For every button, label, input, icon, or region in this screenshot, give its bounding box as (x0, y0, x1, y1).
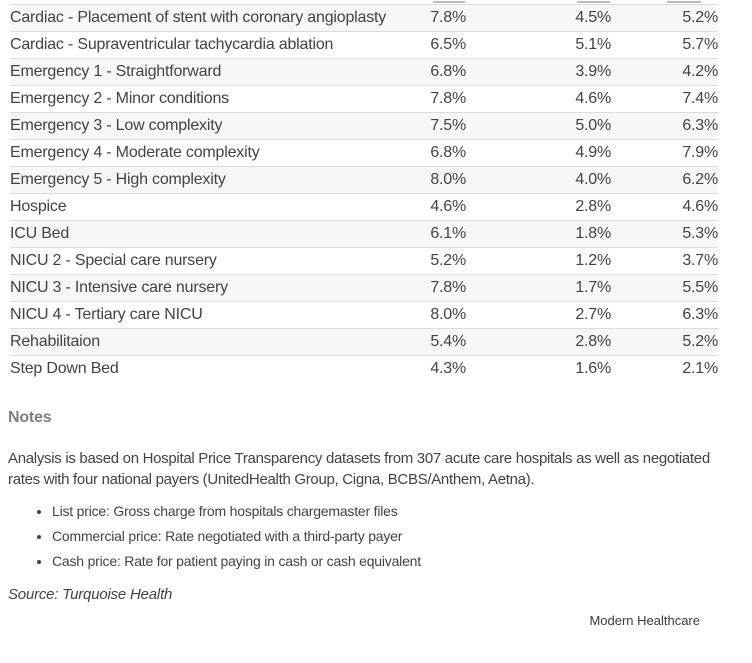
table-row: Emergency 4 - Moderate complexity 6.8% 4… (10, 139, 718, 167)
row-label: Hospice (10, 198, 67, 215)
table-row: Emergency 3 - Low complexity 7.5% 5.0% 6… (10, 112, 718, 140)
notes-paragraph: Analysis is based on Hospital Price Tran… (8, 450, 710, 488)
table-row: Emergency 2 - Minor conditions 7.8% 4.6%… (10, 85, 718, 113)
table-row: ICU Bed 6.1% 1.8% 5.3% (10, 220, 718, 248)
price-variation-table: Cardiac - Placement of stent with corona… (10, 5, 718, 382)
list-item: Commercial price: Rate negotiated with a… (52, 528, 752, 545)
table-row: Emergency 5 - High complexity 8.0% 4.0% … (10, 166, 718, 194)
value-cell: 3.9% (575, 63, 611, 80)
row-label: Emergency 4 - Moderate complexity (10, 144, 260, 161)
table-row: Emergency 1 - Straightforward 6.8% 3.9% … (10, 58, 718, 86)
value-cell: 4.2% (682, 63, 718, 80)
table-row: Cardiac - Placement of stent with corona… (10, 5, 718, 32)
table-body: Cardiac - Placement of stent with corona… (10, 5, 718, 382)
cropped-text-fragment (433, 1, 465, 3)
row-label: Emergency 3 - Low complexity (10, 117, 223, 134)
table-row: NICU 4 - Tertiary care NICU 8.0% 2.7% 6.… (10, 301, 718, 329)
value-cell: 4.6% (575, 90, 611, 107)
notes-section: Notes Analysis is based on Hospital Pric… (0, 409, 752, 570)
value-cell: 6.2% (682, 171, 718, 188)
row-label: Cardiac - Placement of stent with corona… (10, 9, 387, 26)
row-label: ICU Bed (10, 225, 70, 242)
table-row: Hospice 4.6% 2.8% 4.6% (10, 193, 718, 221)
list-item: List price: Gross charge from hospitals … (52, 503, 752, 520)
value-cell: 5.1% (575, 36, 611, 53)
notes-list: List price: Gross charge from hospitals … (0, 503, 752, 570)
value-cell: 7.9% (682, 144, 718, 161)
cropped-text-fragment (667, 1, 701, 3)
value-cell: 6.1% (430, 225, 466, 242)
value-cell: 6.8% (430, 144, 466, 161)
value-cell: 6.3% (682, 117, 718, 134)
value-cell: 1.6% (575, 360, 611, 377)
value-cell: 5.7% (682, 36, 718, 53)
value-cell: 1.8% (575, 225, 611, 242)
value-cell: 7.4% (682, 90, 718, 107)
row-label: NICU 2 - Special care nursery (10, 252, 217, 269)
value-cell: 4.6% (430, 198, 466, 215)
table-row: NICU 2 - Special care nursery 5.2% 1.2% … (10, 247, 718, 275)
value-cell: 5.2% (682, 9, 718, 26)
value-cell: 2.8% (575, 198, 611, 215)
table-row: Step Down Bed 4.3% 1.6% 2.1% (10, 355, 718, 383)
table-row: NICU 3 - Intensive care nursery 7.8% 1.7… (10, 274, 718, 302)
row-label: NICU 3 - Intensive care nursery (10, 279, 228, 296)
value-cell: 5.2% (430, 252, 466, 269)
value-cell: 4.9% (575, 144, 611, 161)
value-cell: 4.6% (682, 198, 718, 215)
row-label: Emergency 2 - Minor conditions (10, 90, 229, 107)
value-cell: 7.5% (430, 117, 466, 134)
value-cell: 6.8% (430, 63, 466, 80)
cropped-row-remnant (10, 0, 718, 5)
row-label: Step Down Bed (10, 360, 119, 377)
value-cell: 2.1% (682, 360, 718, 377)
value-cell: 1.2% (575, 252, 611, 269)
list-item: Cash price: Rate for patient paying in c… (52, 553, 752, 570)
value-cell: 5.0% (575, 117, 611, 134)
value-cell: 5.4% (430, 333, 466, 350)
value-cell: 2.7% (575, 306, 611, 323)
row-label: Rehabilitaion (10, 333, 100, 350)
value-cell: 8.0% (430, 306, 466, 323)
value-cell: 3.7% (682, 252, 718, 269)
source-line: Source: Turquoise Health (8, 586, 173, 603)
table-row: Cardiac - Supraventricular tachycardia a… (10, 31, 718, 59)
value-cell: 4.5% (575, 9, 611, 26)
value-cell: 1.7% (575, 279, 611, 296)
value-cell: 7.8% (430, 9, 466, 26)
value-cell: 2.8% (575, 333, 611, 350)
row-label: Cardiac - Supraventricular tachycardia a… (10, 36, 334, 53)
row-label: Emergency 1 - Straightforward (10, 63, 222, 80)
value-cell: 7.8% (430, 90, 466, 107)
credit-line: Modern Healthcare (589, 613, 700, 628)
value-cell: 6.5% (430, 36, 466, 53)
value-cell: 5.2% (682, 333, 718, 350)
value-cell: 4.3% (430, 360, 466, 377)
cropped-text-fragment (577, 1, 610, 3)
value-cell: 7.8% (430, 279, 466, 296)
value-cell: 5.3% (682, 225, 718, 242)
value-cell: 6.3% (682, 306, 718, 323)
row-label: Emergency 5 - High complexity (10, 171, 226, 188)
table-row: Rehabilitaion 5.4% 2.8% 5.2% (10, 328, 718, 356)
value-cell: 4.0% (575, 171, 611, 188)
value-cell: 8.0% (430, 171, 466, 188)
row-label: NICU 4 - Tertiary care NICU (10, 306, 203, 323)
pricing-table-graphic: Cardiac - Placement of stent with corona… (0, 0, 752, 628)
notes-heading: Notes (8, 409, 52, 426)
value-cell: 5.5% (682, 279, 718, 296)
